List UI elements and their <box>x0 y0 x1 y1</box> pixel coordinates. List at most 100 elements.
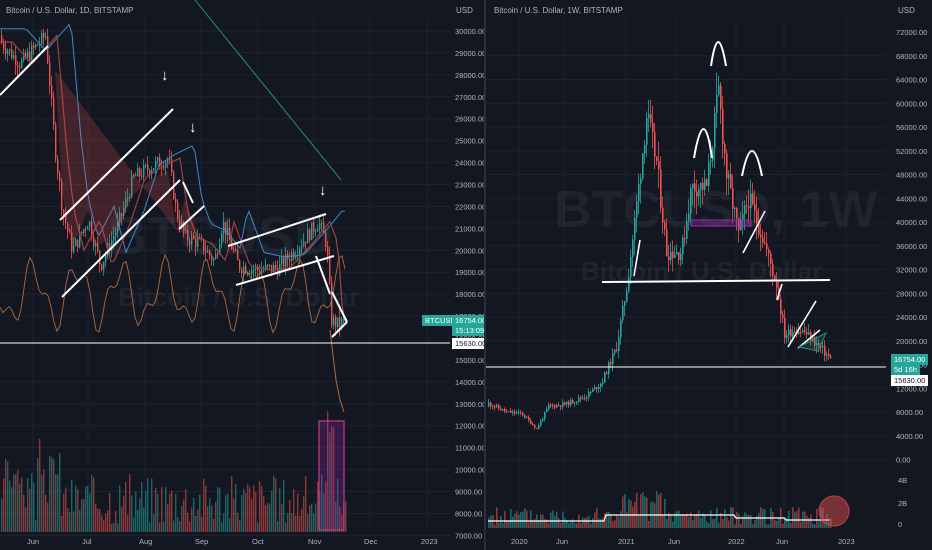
left-candle-body <box>171 159 173 172</box>
right-volume-bar <box>784 517 786 528</box>
left-x-tick-label: Jul <box>82 537 92 546</box>
right-candle-body <box>512 411 514 413</box>
right-candle-body <box>638 183 640 202</box>
right-candle-body <box>756 210 758 224</box>
left-volume-bar <box>173 520 175 532</box>
right-candle-body <box>498 405 500 409</box>
left-candle-body <box>305 241 307 244</box>
left-candle-body <box>69 231 71 233</box>
right-volume-bar <box>570 521 572 528</box>
right-x-tick-label: Jun <box>556 537 568 546</box>
right-candle-body <box>658 161 660 170</box>
right-volume-bar <box>626 512 628 528</box>
left-watermark-name: Bitcoin / U.S. Dollar <box>118 282 360 312</box>
right-chart-canvas[interactable]: 72000.00 68000.00 64000.00 60000.00 56000.00… <box>486 0 932 550</box>
right-volume-bar <box>816 508 818 528</box>
left-volume-bar <box>7 461 9 532</box>
right-candle-body <box>826 354 828 356</box>
left-volume-bar <box>123 495 125 532</box>
right-candle-body <box>720 85 722 109</box>
left-volume-bar <box>277 521 279 532</box>
right-volume-bar <box>668 512 670 528</box>
right-volume-bar <box>706 521 708 528</box>
right-candle-body <box>790 329 792 337</box>
right-flag-line <box>633 239 641 277</box>
left-candle-body <box>191 236 193 245</box>
left-volume-bar <box>75 485 77 532</box>
right-candle-body <box>568 401 570 406</box>
left-ma-line <box>0 33 346 322</box>
right-volume-bar <box>698 510 700 528</box>
right-volume-bar <box>516 511 518 528</box>
right-flag-shape <box>797 331 828 352</box>
right-volume-bar <box>532 521 534 528</box>
right-volume-bar <box>564 517 566 528</box>
right-chart-panel[interactable]: 72000.00 68000.00 64000.00 60000.00 56000.00… <box>486 0 932 550</box>
left-candle-body <box>193 236 195 239</box>
right-y-tick-label: 60000.00 <box>896 99 927 108</box>
right-candle-body <box>728 174 730 179</box>
left-volume-bar <box>275 478 277 532</box>
right-volume-bar <box>686 513 688 528</box>
left-candle-body <box>21 60 23 68</box>
right-flag-line <box>787 300 817 348</box>
right-candle-body <box>716 95 718 113</box>
right-volume-bar <box>718 523 720 528</box>
left-volume-bar <box>29 488 31 532</box>
left-volume-bar <box>153 514 155 532</box>
left-volume-bar <box>177 517 179 532</box>
left-candle-body <box>267 264 269 266</box>
right-volume-tick-label: 2B <box>898 499 907 508</box>
left-chart-panel[interactable]: 30000.00 29000.00 28000.00 27000.00 26000.00… <box>0 0 490 550</box>
left-candle-body <box>17 65 19 67</box>
left-candle-body <box>135 175 137 177</box>
left-volume-bar <box>339 506 341 532</box>
right-candle-body <box>774 275 776 281</box>
left-candle-body <box>27 51 29 58</box>
left-candle-body <box>321 223 323 225</box>
left-volume-bar <box>227 493 229 532</box>
left-candle-body <box>101 263 103 270</box>
right-head-arc <box>710 41 727 67</box>
right-volume-bar <box>722 519 724 528</box>
left-volume-bar <box>199 494 201 532</box>
left-volume-bar <box>299 515 301 532</box>
right-candle-body <box>522 412 524 416</box>
right-volume-bar <box>758 512 760 528</box>
right-flag-line <box>776 283 783 301</box>
left-candle-body <box>47 36 49 63</box>
left-candle-body <box>181 221 183 227</box>
left-volume-bar <box>49 455 51 532</box>
left-y-tick-label: 26000.00 <box>455 115 484 124</box>
left-candle-body <box>309 229 311 241</box>
right-volume-highlight <box>818 495 850 527</box>
left-symbol-tag: BTCUSD <box>422 315 459 326</box>
right-volume-bar <box>524 508 526 528</box>
right-volume-bar <box>658 494 660 528</box>
left-candle-body <box>153 168 155 171</box>
right-volume-bar <box>554 516 556 528</box>
left-down-arrow-icon: ↓ <box>319 182 327 199</box>
left-volume-bar <box>31 472 33 532</box>
left-candle-body <box>215 253 217 259</box>
left-volume-bar <box>125 481 127 532</box>
panel-divider[interactable] <box>484 0 486 550</box>
right-candle-body <box>592 389 594 392</box>
right-candle-body <box>680 254 682 260</box>
left-candle-body <box>227 227 229 236</box>
left-volume-bar <box>345 501 347 532</box>
left-volume-bar <box>315 503 317 532</box>
right-candle-body <box>610 362 612 365</box>
right-candle-body <box>508 411 510 413</box>
right-candle-body <box>536 427 538 429</box>
left-volume-bar <box>85 486 87 532</box>
left-chart-canvas[interactable]: 30000.00 29000.00 28000.00 27000.00 26000.00… <box>0 0 484 550</box>
left-candle-body <box>119 213 121 222</box>
left-y-tick-label: 12000.00 <box>455 422 484 431</box>
right-volume-bar <box>800 521 802 528</box>
right-volume-bar <box>624 494 626 528</box>
right-candle-body <box>556 404 558 408</box>
right-volume-bar <box>642 492 644 528</box>
left-volume-bar <box>127 514 129 532</box>
right-volume-bar <box>522 511 524 528</box>
